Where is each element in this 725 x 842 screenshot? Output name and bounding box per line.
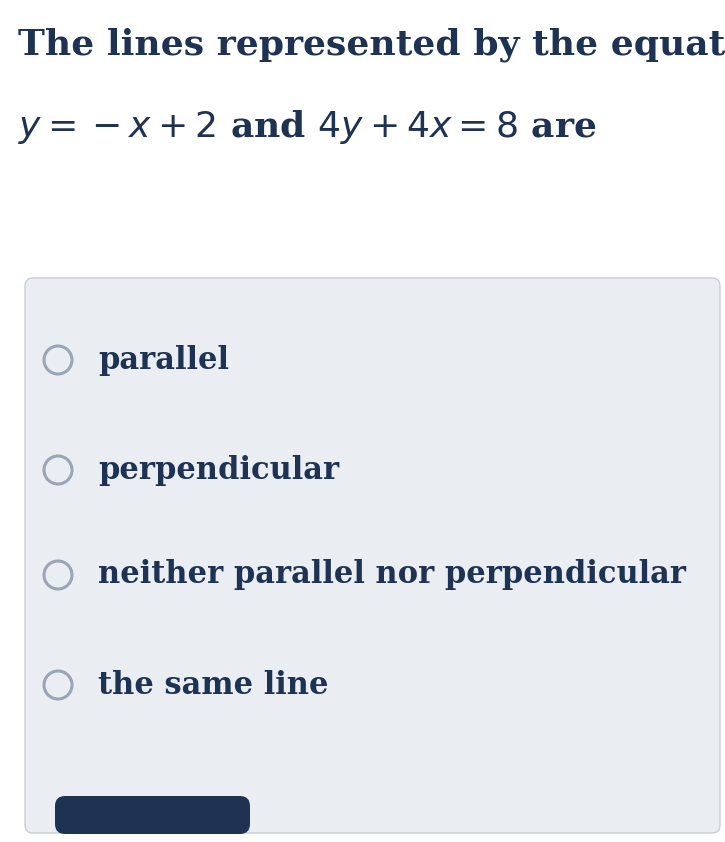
Text: $y = -x + 2$ and $4y + 4x = 8$ are: $y = -x + 2$ and $4y + 4x = 8$ are	[18, 108, 597, 146]
Text: The lines represented by the equations: The lines represented by the equations	[18, 28, 725, 62]
Text: parallel: parallel	[98, 344, 229, 376]
Circle shape	[44, 456, 72, 484]
Circle shape	[44, 671, 72, 699]
Text: neither parallel nor perpendicular: neither parallel nor perpendicular	[98, 559, 686, 590]
Text: the same line: the same line	[98, 669, 328, 701]
Circle shape	[44, 561, 72, 589]
Text: perpendicular: perpendicular	[98, 455, 339, 486]
Circle shape	[44, 346, 72, 374]
FancyBboxPatch shape	[25, 278, 720, 833]
FancyBboxPatch shape	[55, 796, 250, 834]
